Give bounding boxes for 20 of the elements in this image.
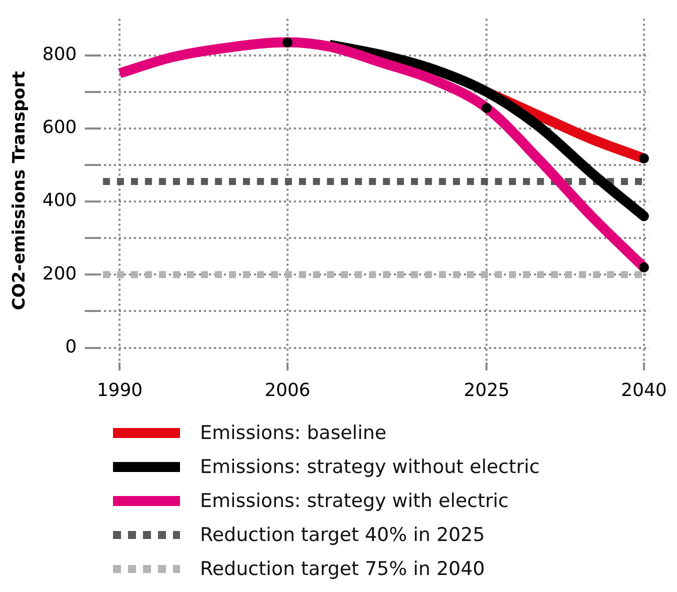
legend-label: Emissions: strategy without electric bbox=[200, 456, 540, 478]
point bbox=[638, 211, 649, 222]
x-tick-label: 2040 bbox=[621, 380, 667, 401]
legend-label: Emissions: baseline bbox=[200, 422, 386, 444]
x-tick-label: 2006 bbox=[264, 380, 310, 401]
y-tick-label: 800 bbox=[42, 44, 77, 66]
point bbox=[482, 102, 492, 113]
point bbox=[638, 153, 649, 164]
x-tick-label: 2025 bbox=[464, 380, 510, 401]
legend-label: Reduction target 40% in 2025 bbox=[200, 524, 485, 546]
y-tick-label: 400 bbox=[42, 190, 77, 212]
legend-label: Reduction target 75% in 2040 bbox=[200, 558, 485, 580]
x-tick-label: 1990 bbox=[96, 380, 143, 401]
y-tick-label: 600 bbox=[42, 117, 77, 138]
point bbox=[638, 262, 649, 272]
y-tick-label: 200 bbox=[42, 263, 77, 284]
legend-label: Emissions: strategy with electric bbox=[200, 490, 509, 512]
point bbox=[282, 38, 292, 48]
y-tick-label: 0 bbox=[65, 336, 77, 358]
y-axis-title: CO2-emissions Transport bbox=[10, 71, 30, 310]
